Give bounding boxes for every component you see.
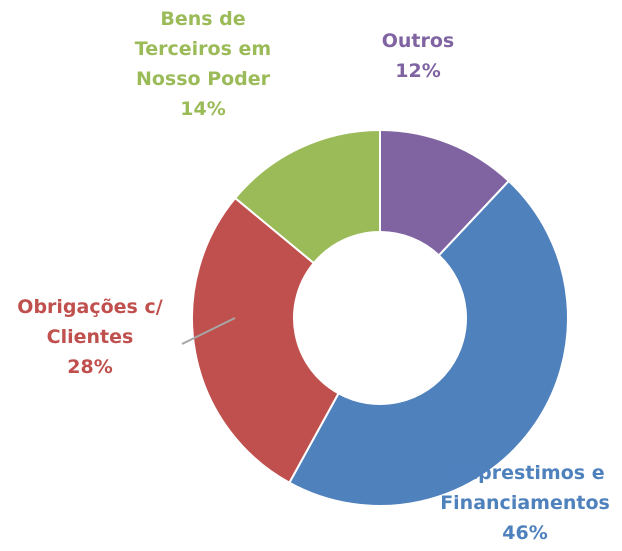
category-label: Bens de Terceiros em Nosso Poder [134,8,272,90]
data-label: Bens de Terceiros em Nosso Poder 14% [128,4,278,124]
donut-slice [233,128,381,265]
category-label: Obrigações c/ Clientes [17,296,163,348]
donut-slice [288,179,569,507]
value-label: 28% [67,356,113,378]
data-label: Outros 12% [348,26,488,86]
data-label: Emprestimos e Financiamentos 46% [430,458,620,548]
category-label: Emprestimos e Financiamentos [440,462,610,514]
category-label: Outros [381,30,455,52]
data-label: Obrigações c/ Clientes 28% [0,292,180,382]
donut-slice [191,196,340,485]
value-label: 12% [395,60,441,82]
donut-slice [379,128,511,257]
value-label: 46% [502,522,548,544]
value-label: 14% [180,98,226,120]
leader-line [181,317,236,345]
